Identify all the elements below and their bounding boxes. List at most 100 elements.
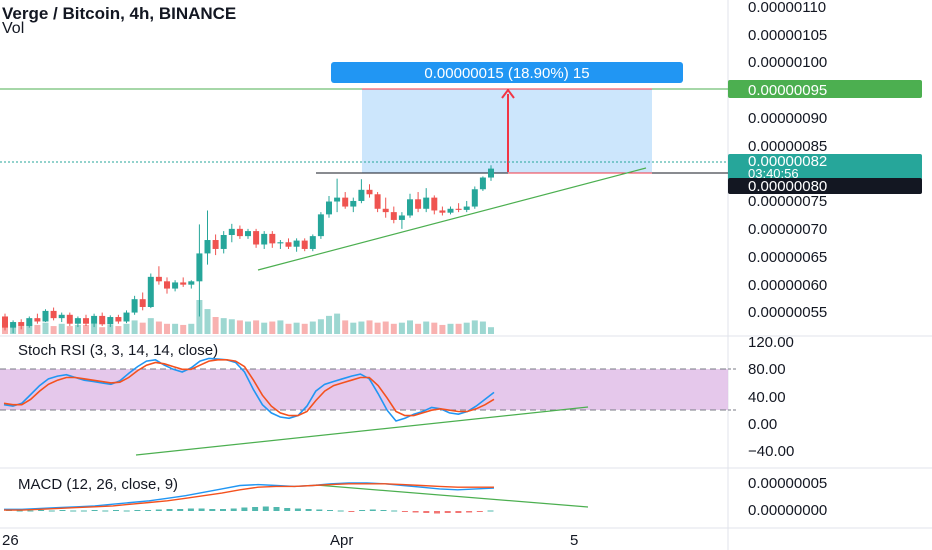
price-tick: 0.00000070: [748, 221, 827, 238]
candle-body: [26, 318, 33, 326]
price-axis[interactable]: 0.00000110 0.00000105 0.00000100 0.00000…: [748, 0, 827, 321]
macd-histogram-bar: [27, 510, 34, 512]
candle-body: [245, 231, 251, 237]
price-tick: 0.00000085: [748, 138, 827, 155]
candle-body: [382, 208, 389, 213]
time-axis[interactable]: 26 Apr 5: [2, 532, 578, 549]
candle-body: [220, 235, 227, 249]
volume-bar: [439, 324, 446, 334]
stoch-tick: 40.00: [748, 389, 786, 406]
stoch-trendline: [135, 406, 589, 456]
macd-histogram-bar: [252, 507, 259, 511]
macd-histogram-bar: [16, 510, 23, 512]
candle-body: [164, 281, 170, 289]
macd-histogram-bar: [337, 510, 344, 512]
volume-label: Vol: [2, 20, 24, 37]
candle-body: [269, 233, 276, 244]
candle-body: [277, 242, 284, 244]
macd-histogram-bar: [434, 511, 440, 514]
macd-histogram-bar: [38, 510, 45, 511]
candle-body: [407, 199, 413, 216]
candle-body: [50, 310, 57, 319]
candle-body: [131, 299, 138, 313]
volume-bar: [342, 320, 349, 334]
candle-body: [342, 197, 349, 207]
volume-bar: [326, 315, 332, 334]
measure-label: 0.00000015 (18.90%) 15: [424, 65, 589, 82]
candle-body: [180, 282, 187, 285]
candle-body: [66, 314, 73, 324]
macd-histogram-bar: [145, 510, 152, 511]
candle-body: [18, 322, 25, 326]
volume-bar: [147, 318, 154, 334]
volume-bar: [26, 323, 33, 334]
volume-bar: [471, 320, 478, 334]
volume-bar: [463, 322, 470, 334]
macd-histogram-bar: [134, 510, 141, 511]
macd-histogram-bar: [273, 507, 280, 511]
candle-body: [455, 208, 462, 210]
candle-body: [423, 197, 430, 209]
candle-body: [204, 240, 211, 254]
macd-histogram-bar: [220, 509, 226, 511]
volume-bar: [366, 320, 373, 334]
candle-body: [358, 189, 365, 201]
candle-body: [350, 200, 357, 207]
macd-histogram-bar: [48, 510, 55, 512]
macd-histogram-bar: [113, 510, 119, 511]
candle-body: [123, 312, 130, 322]
candle-body: [107, 317, 114, 325]
stoch-title: Stoch RSI (3, 3, 14, 14, close): [18, 342, 218, 359]
volume-bar: [253, 320, 260, 334]
volume-bar: [99, 327, 106, 334]
macd-histogram-bar: [166, 509, 173, 511]
crosshair-price-label: 0.00000080: [748, 178, 827, 195]
volume-bar: [479, 321, 486, 334]
time-tick: 5: [570, 532, 578, 549]
macd-line: [4, 482, 495, 510]
macd-histogram-bar: [423, 511, 430, 513]
volume-bar: [212, 317, 219, 334]
candle-body: [2, 316, 8, 328]
candle-body: [212, 240, 219, 249]
candle-body: [83, 318, 89, 324]
candle-body: [479, 177, 486, 190]
candle-body: [99, 315, 106, 325]
price-tick: 0.00000090: [748, 110, 827, 127]
volume-bar: [236, 320, 243, 334]
macd-title: MACD (12, 26, close, 9): [18, 476, 178, 493]
candle-body: [326, 201, 332, 215]
price-tick: 0.00000055: [748, 304, 827, 321]
macd-histogram-bar: [294, 508, 301, 511]
volume-bar: [261, 322, 268, 334]
volume-bar: [350, 322, 357, 334]
volume-bar: [180, 324, 187, 334]
candle-body: [463, 206, 470, 210]
macd-axis: 0.00000005 0.00000000: [748, 475, 827, 519]
stoch-d-line: [3, 358, 495, 417]
volume-bar: [220, 318, 227, 334]
candle-body: [431, 197, 438, 211]
last-price-badge: [728, 154, 922, 180]
time-tick: 26: [2, 532, 19, 549]
candle-body: [374, 194, 381, 209]
volume-bar: [123, 323, 130, 334]
candle-body: [58, 314, 65, 319]
macd-histogram-bar: [177, 509, 184, 511]
candle-body: [155, 276, 162, 282]
macd-tick: 0.00000005: [748, 475, 827, 492]
candle-body: [42, 310, 49, 322]
macd-histogram-bar: [209, 509, 216, 511]
candle-body: [317, 214, 324, 237]
price-tick: 0.00000105: [748, 27, 827, 44]
macd-tick: 0.00000000: [748, 502, 827, 519]
macd-histogram-bar: [455, 511, 462, 513]
volume-bar: [172, 323, 179, 334]
volume-bar: [139, 322, 146, 334]
volume-bar: [107, 324, 114, 334]
macd-histogram-bar: [348, 511, 355, 512]
candle-body: [34, 318, 41, 322]
volume-bar: [131, 320, 138, 334]
macd-histogram-bar: [466, 511, 473, 513]
